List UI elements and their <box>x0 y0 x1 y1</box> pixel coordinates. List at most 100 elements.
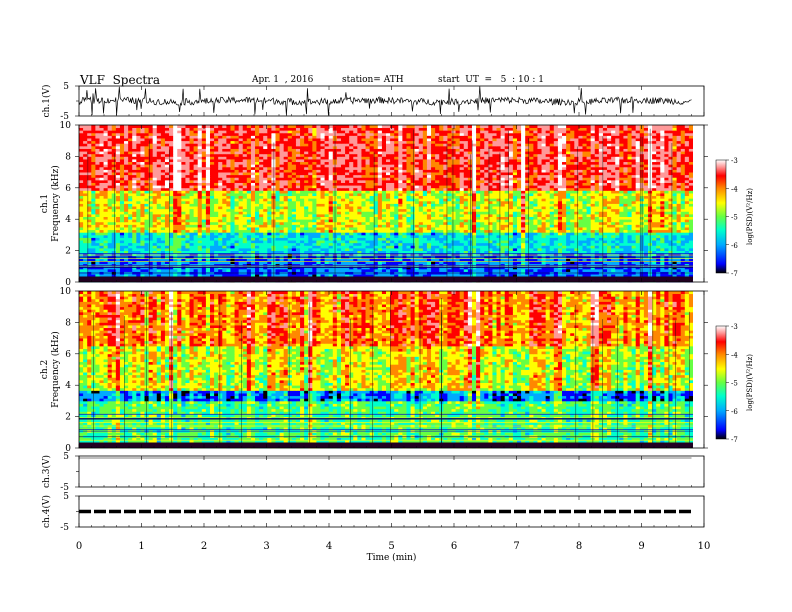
spectrogram-cell <box>582 200 587 204</box>
spectrogram-cell <box>267 268 272 272</box>
spectrogram-cell <box>164 237 170 241</box>
spectrogram-cell <box>435 216 440 220</box>
spectrogram-cell <box>619 216 624 220</box>
spectrogram-cell <box>279 234 285 238</box>
spectrogram-cell <box>308 195 313 199</box>
spectrogram-cell <box>635 234 641 238</box>
spectrogram-cell <box>463 232 469 236</box>
spectrogram-cell <box>643 213 649 217</box>
spectrogram-cell <box>291 245 297 249</box>
spectrogram-cell <box>87 221 92 225</box>
spectrogram-cell <box>132 234 137 238</box>
spectrogram-cell <box>594 224 600 228</box>
spectrogram-cell <box>242 261 248 265</box>
spectrogram-cell <box>230 208 235 212</box>
spectrogram-cell <box>402 240 407 244</box>
spectrogram-cell <box>426 216 432 220</box>
spectrogram-cell <box>197 229 203 233</box>
spectrogram-cell <box>197 247 203 251</box>
spectrogram-cell <box>566 258 571 262</box>
spectrogram-cell <box>197 250 203 254</box>
spectrogram-cell <box>177 203 182 207</box>
spectrogram-cell <box>136 219 141 223</box>
spectrogram-cell <box>537 227 542 231</box>
spectrogram-cell <box>480 261 485 265</box>
spectrogram-cell <box>602 268 608 272</box>
spectrogram-cell <box>566 250 571 254</box>
spectrogram-cell <box>320 195 325 199</box>
spectrogram-cell <box>508 227 514 231</box>
spectrogram-cell <box>652 258 657 262</box>
spectrogram-cell <box>664 216 669 220</box>
spectrogram-cell <box>107 247 113 251</box>
spectrogram-cell <box>488 224 493 228</box>
spectrogram-cell <box>386 224 391 228</box>
spectrogram-cell <box>283 213 289 217</box>
spectrogram-cell <box>156 227 162 231</box>
spectrogram-cell <box>615 227 620 231</box>
spectrogram-cell <box>205 227 211 231</box>
spectrogram-cell <box>160 208 166 212</box>
spectrogram-cell <box>398 206 403 210</box>
spectrogram-cell <box>516 200 522 204</box>
spectrogram-cell <box>205 258 211 262</box>
spectrogram-cell <box>164 221 170 225</box>
spectrogram-cell <box>521 234 526 238</box>
spectrogram-cell <box>324 227 330 231</box>
spectrogram-cell <box>279 250 285 254</box>
spectrogram-cell <box>586 229 592 233</box>
spectrogram-cell <box>381 200 387 204</box>
spectrogram-cell <box>557 234 563 238</box>
spectrogram-cell <box>557 206 563 210</box>
spectrogram-cell <box>525 229 530 233</box>
spectrogram-cell <box>263 245 268 249</box>
spectrogram-cell <box>222 211 227 215</box>
spectrogram-cell <box>250 245 256 249</box>
spectrogram-cell <box>218 232 223 236</box>
spectrogram-cell <box>320 224 325 228</box>
spectrogram-cell <box>570 274 575 278</box>
spectrogram-cell <box>492 232 497 236</box>
spectrogram-cell <box>205 211 211 215</box>
spectrogram-cell <box>201 245 207 249</box>
spectrogram-cell <box>365 245 371 249</box>
spectrogram-cell <box>226 232 231 236</box>
spectrogram-cell <box>209 245 215 249</box>
spectrogram-cell <box>557 211 563 215</box>
spectrogram-cell <box>529 268 534 272</box>
spectrogram-cell <box>664 200 669 204</box>
spectrogram-cell <box>177 219 182 223</box>
spectrogram-cell <box>279 203 285 207</box>
spectrogram-cell <box>246 240 252 244</box>
spectrogram-cell <box>553 200 559 204</box>
spectrogram-cell <box>369 224 375 228</box>
spectrogram-cell <box>652 206 657 210</box>
spectrogram-cell <box>541 221 547 225</box>
spectrogram-cell <box>684 232 690 236</box>
spectrogram-cell <box>484 258 489 262</box>
spectrogram-cell <box>95 232 100 236</box>
spectrogram-cell <box>668 213 673 217</box>
spectrogram-cell <box>607 250 612 254</box>
spectrogram-cell <box>181 232 186 236</box>
spectrogram-cell <box>164 261 170 265</box>
spectrogram-cell <box>275 206 280 210</box>
spectrogram-cell <box>164 258 170 262</box>
spectrogram-cell <box>390 242 395 246</box>
spectrogram-cell <box>320 234 325 238</box>
spectrogram-cell <box>103 227 109 231</box>
spectrogram-cell <box>652 240 657 244</box>
spectrogram-cell <box>476 237 481 241</box>
spectrogram-cell <box>246 250 252 254</box>
spectrogram-cell <box>635 258 641 262</box>
spectrogram-cell <box>582 203 587 207</box>
spectrogram-cell <box>533 232 538 236</box>
spectrogram-cell <box>390 195 395 199</box>
spectrogram-cell <box>336 261 342 265</box>
spectrogram-cell <box>525 227 530 231</box>
spectrogram-cell <box>87 229 92 233</box>
spectrogram-cell <box>672 268 678 272</box>
spectrogram-cell <box>328 200 334 204</box>
spectrogram-cell <box>115 206 121 210</box>
spectrogram-cell <box>590 242 596 246</box>
